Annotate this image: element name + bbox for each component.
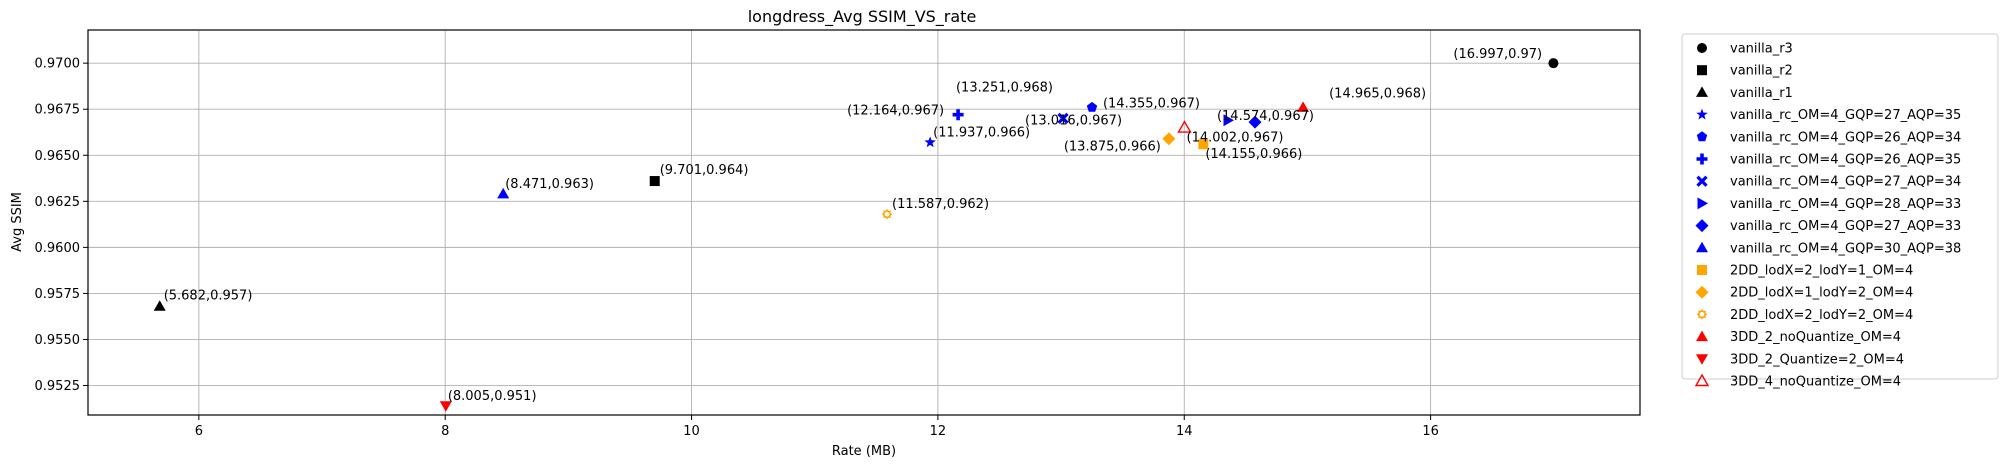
point-triangle-up-open (1177, 120, 1192, 133)
y-tick-label: 0.9650 (35, 149, 81, 164)
data-label: (13.016,0.967) (1025, 113, 1122, 128)
point-diamond (1162, 132, 1176, 146)
point-triangle-up (1297, 101, 1310, 112)
legend-marker (1697, 265, 1707, 275)
point-sun (882, 209, 893, 220)
legend-entry-label: 2DD_lodX=2_lodY=1_OM=4 (1730, 264, 1913, 279)
axis-ticks: 6 8 10 12 14 16 0.9525 0.9550 0.9575 0.9600 0.9625… (35, 57, 1439, 439)
legend-marker (1696, 131, 1708, 142)
legend-entry-label: 3DD_2_Quantize=2_OM=4 (1730, 352, 1904, 367)
data-label: (13.251,0.968) (956, 80, 1053, 95)
x-tick-label: 12 (930, 424, 947, 439)
x-tick-label: 10 (683, 424, 700, 439)
legend-entry-label: vanilla_rc_OM=4_GQP=27_AQP=35 (1730, 108, 1961, 123)
data-label: (5.682,0.957) (164, 288, 253, 303)
point-square (649, 176, 660, 187)
data-label: (14.574,0.967) (1217, 109, 1314, 124)
legend-marker (1696, 108, 1708, 120)
point-square (1198, 139, 1209, 150)
data-label: (9.701,0.964) (660, 163, 749, 178)
legend-entry-label: vanilla_rc_OM=4_GQP=26_AQP=35 (1730, 153, 1961, 168)
legend-marker (1695, 285, 1709, 299)
legend-marker (1696, 354, 1708, 365)
legend-entry-label: vanilla_rc_OM=4_GQP=27_AQP=34 (1730, 175, 1961, 190)
y-tick-label: 0.9525 (35, 379, 81, 394)
legend-box (1681, 33, 1999, 380)
legend-marker (1696, 153, 1708, 165)
data-label: (14.002,0.967) (1187, 131, 1284, 146)
legend-entry-label: vanilla_r1 (1730, 86, 1793, 101)
legend-entry-label: vanilla_rc_OM=4_GQP=30_AQP=38 (1730, 241, 1961, 256)
x-tick-label: 16 (1422, 424, 1439, 439)
legend-marker (1697, 309, 1707, 320)
point-circle (1548, 58, 1559, 69)
point-pentagon (1086, 101, 1098, 112)
legend-entry-label: vanilla_r2 (1730, 64, 1793, 79)
legend-marker (1694, 373, 1710, 387)
legend-marker (1696, 241, 1708, 253)
data-points (153, 58, 1559, 412)
data-label: (16.997,0.97) (1453, 47, 1542, 62)
point-plus (952, 109, 964, 121)
y-axis-label: Avg SSIM (10, 192, 25, 252)
data-label: (14.355,0.967) (1103, 96, 1200, 111)
point-x (1057, 112, 1069, 125)
y-tick-label: 0.9575 (35, 287, 81, 302)
legend-entry-label: 2DD_lodX=1_lodY=2_OM=4 (1730, 286, 1913, 301)
legend-marker (1697, 65, 1707, 76)
data-label: (8.471,0.963) (505, 177, 594, 192)
chart-title: longdress_Avg SSIM_VS_rate (748, 7, 977, 27)
data-label: (14.965,0.968) (1329, 86, 1426, 101)
y-tick-label: 0.9675 (35, 103, 81, 118)
legend-entry-label: vanilla_rc_OM=4_GQP=28_AQP=33 (1730, 197, 1961, 212)
legend-marker (1697, 43, 1707, 53)
data-label: (14.155,0.966) (1205, 147, 1302, 162)
legend-marker (1696, 330, 1708, 342)
point-triangle-up (153, 300, 166, 311)
legend: vanilla_r3 vanilla_r2 vanilla_r1 vanilla_rc… (1681, 33, 1999, 390)
y-tick-label: 0.9625 (35, 195, 81, 210)
data-label: (8.005,0.951) (448, 389, 537, 404)
point-annotations: (16.997,0.97) (9.701,0.964) (5.682,0.957) (… (164, 47, 1542, 404)
data-label: (11.937,0.966) (933, 125, 1030, 140)
legend-entry-label: 2DD_lodX=2_lodY=2_OM=4 (1730, 308, 1913, 323)
point-diamond (1248, 115, 1262, 129)
legend-entry-label: vanilla_rc_OM=4_GQP=26_AQP=34 (1730, 130, 1961, 145)
point-triangle-right (1223, 114, 1234, 127)
legend-entry-label: vanilla_rc_OM=4_GQP=27_AQP=33 (1730, 219, 1961, 234)
x-tick-label: 14 (1176, 424, 1193, 439)
y-tick-label: 0.9600 (35, 241, 81, 256)
x-axis-label: Rate (MB) (832, 444, 896, 459)
legend-marker (1697, 197, 1708, 210)
legend-entry-label: 3DD_4_noQuantize_OM=4 (1730, 375, 1901, 390)
data-label: (11.587,0.962) (892, 197, 989, 212)
plot-frame (87, 29, 1641, 416)
legend-entry-label: 3DD_2_noQuantize_OM=4 (1730, 330, 1901, 345)
legend-marker (1695, 219, 1709, 233)
legend-marker (1696, 86, 1708, 97)
legend-marker (1696, 175, 1708, 187)
x-tick-label: 8 (441, 424, 449, 439)
point-star (924, 136, 936, 148)
grid (88, 30, 1640, 415)
point-triangle-down (439, 401, 452, 412)
y-tick-label: 0.9550 (35, 333, 81, 348)
x-tick-label: 6 (195, 424, 203, 439)
data-label: (12.164,0.967) (847, 104, 944, 119)
y-tick-label: 0.9700 (35, 57, 81, 72)
legend-entry-label: vanilla_r3 (1730, 42, 1793, 57)
data-label: (13.875,0.966) (1064, 140, 1161, 155)
point-triangle-up (497, 187, 510, 199)
